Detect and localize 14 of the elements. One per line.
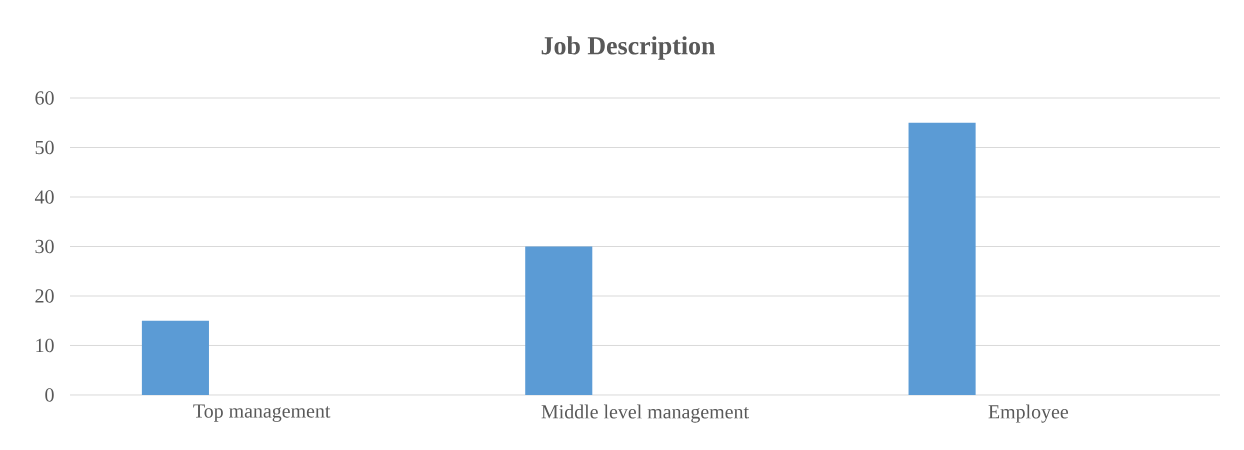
x-tick-label: Top management bbox=[193, 404, 331, 422]
bar bbox=[525, 246, 593, 395]
x-tick-label: Employee bbox=[988, 404, 1069, 423]
y-tick-label: 40 bbox=[34, 190, 54, 204]
y-tick-label: 20 bbox=[35, 289, 54, 303]
chart-title: Job Description bbox=[541, 36, 716, 60]
y-tick-label: 30 bbox=[35, 239, 54, 254]
y-tick-label: 60 bbox=[35, 91, 54, 105]
y-tick-label: 10 bbox=[36, 338, 54, 353]
y-tick-label: 0 bbox=[45, 388, 54, 402]
x-tick-label: Middle level management bbox=[541, 404, 749, 423]
y-tick-label: 50 bbox=[35, 140, 54, 155]
bar bbox=[141, 320, 209, 395]
bar bbox=[908, 122, 976, 395]
